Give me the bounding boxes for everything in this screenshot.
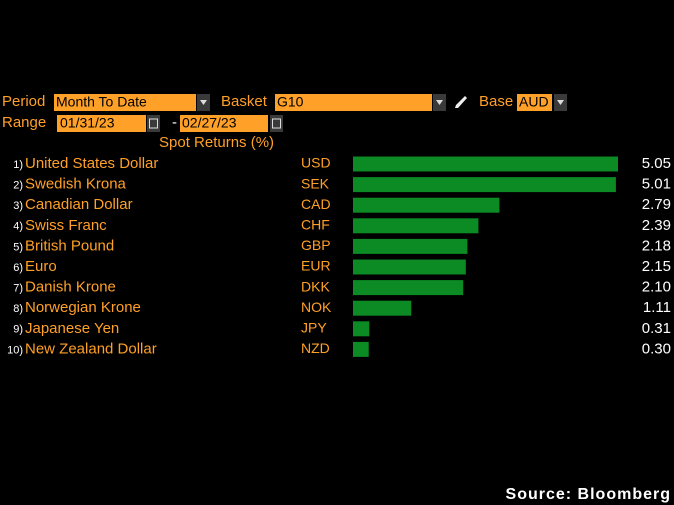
range-label: Range [2, 114, 46, 131]
bar [353, 238, 468, 254]
bar [353, 321, 370, 337]
rank: 6) [13, 262, 23, 274]
range-start[interactable]: 01/31/23 [60, 115, 115, 131]
rank: 7) [13, 283, 23, 295]
value-label: 0.30 [642, 340, 671, 357]
period-value[interactable]: Month To Date [56, 94, 147, 110]
arrow-icon [436, 100, 443, 105]
bar [353, 156, 618, 172]
value-label: 5.01 [642, 176, 671, 193]
value-label: 2.18 [642, 237, 671, 254]
value-label: 1.11 [643, 299, 671, 316]
source: Source: Bloomberg [506, 486, 671, 503]
range-end[interactable]: 02/27/23 [182, 115, 237, 131]
period-field[interactable] [54, 94, 196, 111]
value-label: 0.31 [642, 320, 671, 337]
value-label: 2.15 [642, 258, 671, 275]
rank: 8) [13, 303, 23, 315]
period-label: Period [2, 93, 45, 110]
range-start-field[interactable] [57, 115, 146, 132]
chart-title: Spot Returns (%) [159, 134, 274, 151]
currency-code: CAD [301, 196, 331, 212]
bar [353, 280, 464, 296]
basket-value[interactable]: G10 [277, 94, 304, 110]
base-field[interactable] [517, 94, 552, 111]
currency-name: New Zealand Dollar [25, 340, 157, 357]
currency-name: British Pound [25, 237, 114, 254]
bar [353, 197, 500, 213]
value-label: 2.79 [642, 196, 671, 213]
currency-name: Norwegian Krone [25, 299, 141, 316]
rank: 2) [13, 180, 23, 192]
bar [353, 341, 369, 357]
base-label: Base [479, 93, 513, 110]
calendar-icon [149, 118, 158, 129]
arrow-icon [557, 100, 564, 105]
rank: 5) [13, 241, 23, 253]
calendar-button[interactable] [147, 115, 160, 132]
currency-name: Canadian Dollar [25, 196, 133, 213]
calendar-icon [272, 118, 281, 129]
basket-label: Basket [221, 93, 268, 110]
rank: 9) [13, 324, 23, 336]
currency-code: SEK [301, 175, 330, 191]
basket-field[interactable] [275, 94, 432, 111]
currency-code: DKK [301, 278, 330, 294]
rank: 4) [13, 221, 23, 233]
edit-icon[interactable] [455, 96, 467, 108]
bar [353, 259, 466, 275]
base-value[interactable]: AUD [519, 94, 549, 110]
currency-name: Danish Krone [25, 279, 116, 296]
arrow-icon [200, 100, 207, 105]
range-separator: - [172, 114, 177, 131]
calendar-button[interactable] [270, 115, 283, 132]
currency-code: JPY [301, 320, 327, 336]
bar [353, 218, 479, 234]
rank: 10) [7, 344, 23, 356]
value-label: 2.39 [642, 217, 671, 234]
bar [353, 300, 412, 316]
rank: 1) [13, 159, 23, 171]
currency-name: Swedish Krona [25, 176, 127, 193]
currency-code: NZD [301, 340, 330, 356]
currency-code: GBP [301, 237, 331, 253]
rank: 3) [13, 200, 23, 212]
range-end-field[interactable] [180, 115, 268, 132]
currency-name: Japanese Yen [25, 320, 119, 337]
value-label: 2.10 [642, 279, 671, 296]
bar [353, 177, 616, 193]
currency-name: Swiss Franc [25, 217, 107, 234]
currency-code: NOK [301, 299, 332, 315]
currency-code: CHF [301, 217, 330, 233]
currency-name: Euro [25, 258, 57, 275]
currency-name: United States Dollar [25, 155, 158, 172]
currency-code: EUR [301, 258, 331, 274]
value-label: 5.05 [642, 155, 671, 172]
currency-code: USD [301, 155, 331, 171]
